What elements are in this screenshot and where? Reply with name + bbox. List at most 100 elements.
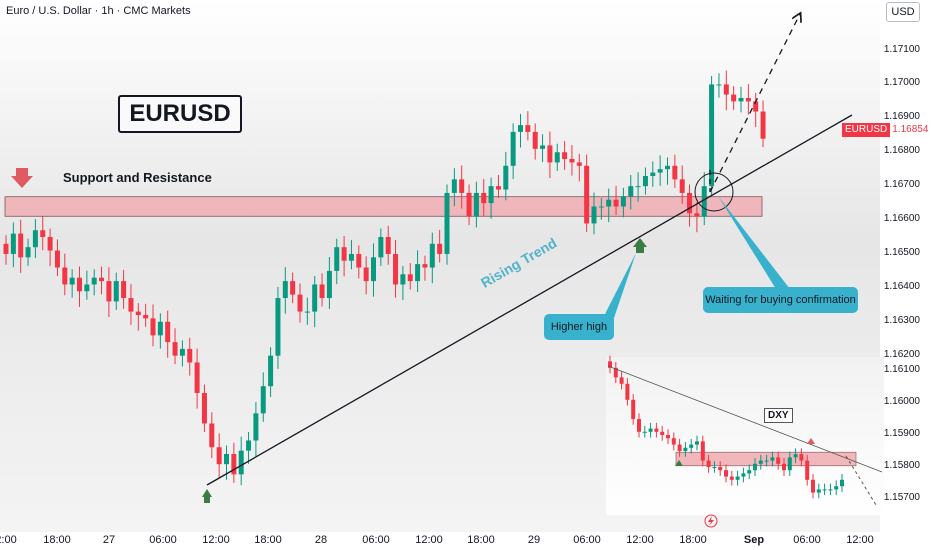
dxy-y-axis-tick-label: 1.15800 bbox=[883, 460, 920, 471]
candle-body bbox=[260, 386, 266, 414]
candle-body bbox=[275, 298, 281, 356]
y-axis-tick-label: 1.16300 bbox=[883, 314, 920, 326]
y-axis-tick-label: 1.16800 bbox=[883, 145, 920, 157]
candle-body bbox=[672, 165, 678, 180]
y-axis-tick-label: 1.16500 bbox=[883, 246, 920, 258]
candle-body bbox=[657, 169, 663, 173]
x-axis-tick-label: 06:00 bbox=[362, 534, 390, 546]
candle-body bbox=[495, 186, 501, 190]
dxy-candle-body bbox=[625, 383, 630, 400]
dxy-up-arrow bbox=[675, 460, 683, 466]
candle-body bbox=[591, 206, 597, 224]
dxy-candle-body bbox=[758, 460, 763, 464]
dxy-candle-body bbox=[828, 489, 833, 491]
candle-body bbox=[753, 101, 759, 112]
candle-body bbox=[459, 179, 465, 193]
candle-body bbox=[701, 186, 707, 217]
chart-header-title: Euro / U.S. Dollar · 1h · CMC Markets bbox=[6, 5, 191, 17]
resistance-down-arrow bbox=[11, 168, 33, 188]
candle-body bbox=[179, 348, 185, 356]
dxy-candle-body bbox=[712, 467, 717, 468]
candle-body bbox=[635, 186, 641, 188]
candle-body bbox=[91, 277, 97, 285]
dxy-candle-body bbox=[654, 428, 659, 432]
candle-body bbox=[466, 192, 472, 217]
lightning-icon[interactable] bbox=[704, 514, 718, 528]
candle-body bbox=[562, 152, 568, 160]
x-axis-tick-label: 18:00 bbox=[43, 534, 71, 546]
candle-body bbox=[209, 423, 215, 448]
candle-body bbox=[157, 321, 163, 336]
candle-body bbox=[282, 281, 288, 299]
x-axis-tick-label: 2:00 bbox=[0, 534, 17, 546]
candle-body bbox=[113, 281, 119, 302]
x-axis-tick-label: 29 bbox=[527, 534, 541, 546]
candle-body bbox=[613, 199, 619, 207]
candle-body bbox=[334, 247, 340, 271]
candle-body bbox=[143, 314, 149, 319]
dxy-trend-line bbox=[607, 365, 883, 473]
candle-body bbox=[194, 362, 200, 393]
dxy-candle-body bbox=[782, 463, 786, 471]
candle-body bbox=[760, 111, 766, 139]
dxy-candle-body bbox=[747, 470, 752, 474]
support-resistance-label: Support and Resistance bbox=[63, 170, 212, 185]
dxy-candle-body bbox=[637, 419, 641, 432]
higher-high-callout: Higher high bbox=[544, 314, 614, 340]
candle-body bbox=[268, 355, 274, 387]
dxy-y-axis-tick-label: 1.15700 bbox=[883, 492, 920, 503]
candle-body bbox=[326, 270, 332, 299]
dxy-candle-body bbox=[631, 399, 636, 419]
candle-body bbox=[356, 253, 362, 268]
y-axis-tick-label: 1.16400 bbox=[883, 280, 920, 292]
dxy-candle-body bbox=[718, 467, 723, 471]
x-axis-tick-label: 06:00 bbox=[793, 534, 821, 546]
candle-body bbox=[584, 165, 590, 224]
candle-body bbox=[77, 277, 82, 292]
dxy-candle-body bbox=[741, 473, 746, 477]
dxy-candle-body bbox=[776, 457, 781, 464]
candle-body bbox=[84, 284, 90, 292]
candle-body bbox=[407, 274, 413, 282]
candle-body bbox=[510, 131, 516, 166]
candle-body bbox=[731, 94, 737, 102]
candle-body bbox=[694, 213, 700, 217]
y-axis-tick-label: 1.16600 bbox=[883, 213, 920, 225]
candle-body bbox=[554, 152, 560, 163]
candle-body bbox=[451, 179, 457, 193]
candle-body bbox=[363, 267, 369, 282]
candle-body bbox=[532, 131, 538, 149]
candle-body bbox=[518, 125, 523, 132]
dxy-candle-body bbox=[666, 435, 670, 439]
candle-body bbox=[429, 243, 435, 268]
candle-body bbox=[503, 165, 509, 190]
candle-body bbox=[745, 97, 751, 102]
candle-body bbox=[121, 281, 127, 299]
dxy-candle-body bbox=[793, 454, 798, 458]
dxy-candle-body bbox=[816, 489, 821, 493]
candle-body bbox=[99, 277, 105, 282]
candle-body bbox=[238, 450, 244, 475]
dxy-candle-body bbox=[648, 428, 653, 432]
x-axis-tick-label: 28 bbox=[314, 534, 328, 546]
dxy-candle-body bbox=[613, 367, 618, 378]
dxy-candle-body bbox=[799, 454, 804, 461]
candle-body bbox=[473, 192, 479, 217]
candle-body bbox=[569, 159, 575, 163]
dxy-label: DXY bbox=[764, 408, 793, 423]
candle-body bbox=[488, 186, 494, 204]
higher-high-pointer bbox=[604, 253, 636, 318]
chart-title-box: EURUSD bbox=[118, 95, 242, 133]
dxy-zone bbox=[675, 451, 857, 467]
candle-body bbox=[201, 392, 207, 424]
dxy-y-axis-tick-label: 1.16100 bbox=[883, 364, 920, 375]
x-axis-tick-label: 12:00 bbox=[846, 534, 874, 546]
candle-body bbox=[304, 311, 310, 313]
currency-button[interactable]: USD bbox=[886, 2, 920, 22]
x-axis-tick-label: 27 bbox=[102, 534, 116, 546]
candle-body bbox=[576, 162, 582, 166]
candle-body bbox=[18, 233, 24, 258]
candle-body bbox=[422, 264, 428, 268]
candle-body bbox=[709, 84, 715, 187]
